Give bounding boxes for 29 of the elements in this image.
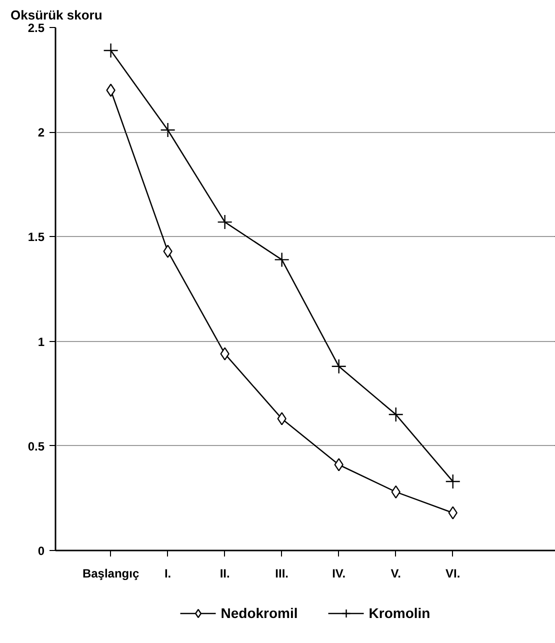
y-tick-label: 2 xyxy=(38,126,45,140)
point xyxy=(331,358,346,374)
point xyxy=(445,474,460,490)
point xyxy=(388,406,404,422)
y-tick-label: 2.5 xyxy=(28,21,45,35)
point xyxy=(103,42,118,58)
legend-label: Kromolin xyxy=(368,605,430,621)
point xyxy=(160,122,176,138)
y-tick-label: 0 xyxy=(38,544,45,558)
point xyxy=(274,252,290,268)
point xyxy=(217,214,232,230)
x-tick-label: Başlangıç xyxy=(82,566,140,580)
point xyxy=(163,244,172,258)
point xyxy=(334,458,344,472)
point xyxy=(277,412,286,426)
x-tick-label: III. xyxy=(275,566,289,580)
y-tick-label: 0.5 xyxy=(28,439,45,454)
x-tick-label: II. xyxy=(220,566,230,580)
x-tick-label: I. xyxy=(164,566,172,580)
point xyxy=(220,347,230,360)
point xyxy=(106,84,116,97)
x-tick-label: V. xyxy=(390,566,401,580)
legend-label: Nedokromil xyxy=(220,605,298,621)
y-tick-label: 1.5 xyxy=(28,230,45,244)
x-tick-label: VI. xyxy=(446,566,460,580)
x-tick-label: IV. xyxy=(332,566,346,580)
y-tick-label: 1 xyxy=(38,334,45,349)
y-axis-title: Oksürük skoru xyxy=(10,8,102,22)
point xyxy=(448,506,458,520)
